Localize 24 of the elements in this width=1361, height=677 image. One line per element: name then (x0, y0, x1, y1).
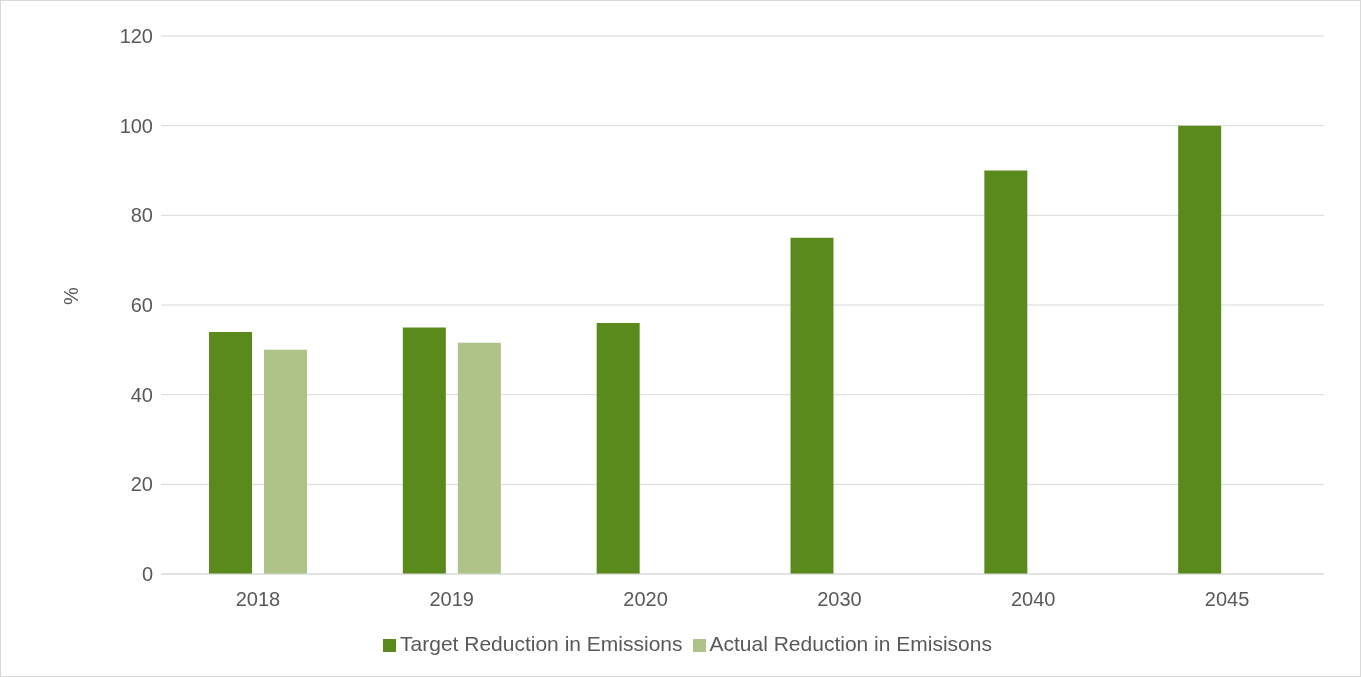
y-tick-label: 40 (130, 383, 153, 406)
x-tick-label: 2018 (235, 588, 281, 611)
x-tick-label: 2019 (429, 588, 474, 611)
y-tick-label: 60 (130, 294, 153, 317)
legend-label: Target Reduction in Emissions (400, 632, 683, 655)
bar (457, 342, 501, 574)
bar (596, 322, 640, 574)
bar (1178, 125, 1222, 574)
x-tick-label: 2020 (623, 588, 668, 611)
y-tick-label: 80 (130, 204, 153, 227)
y-tick-label: 0 (141, 563, 153, 586)
bar (402, 327, 446, 574)
y-tick-label: 20 (130, 473, 153, 496)
bar (984, 170, 1028, 574)
bar (209, 331, 252, 574)
bar (790, 237, 834, 574)
x-tick-label: 2045 (1204, 588, 1250, 611)
y-axis-title: % (60, 287, 83, 305)
y-tick-label: 100 (119, 114, 153, 137)
x-tick-label: 2030 (817, 588, 862, 611)
legend-label: Actual Reduction in Emisisons (709, 632, 992, 655)
bar (264, 349, 307, 574)
y-tick-label: 120 (119, 25, 153, 48)
x-tick-label: 2040 (1011, 588, 1056, 611)
